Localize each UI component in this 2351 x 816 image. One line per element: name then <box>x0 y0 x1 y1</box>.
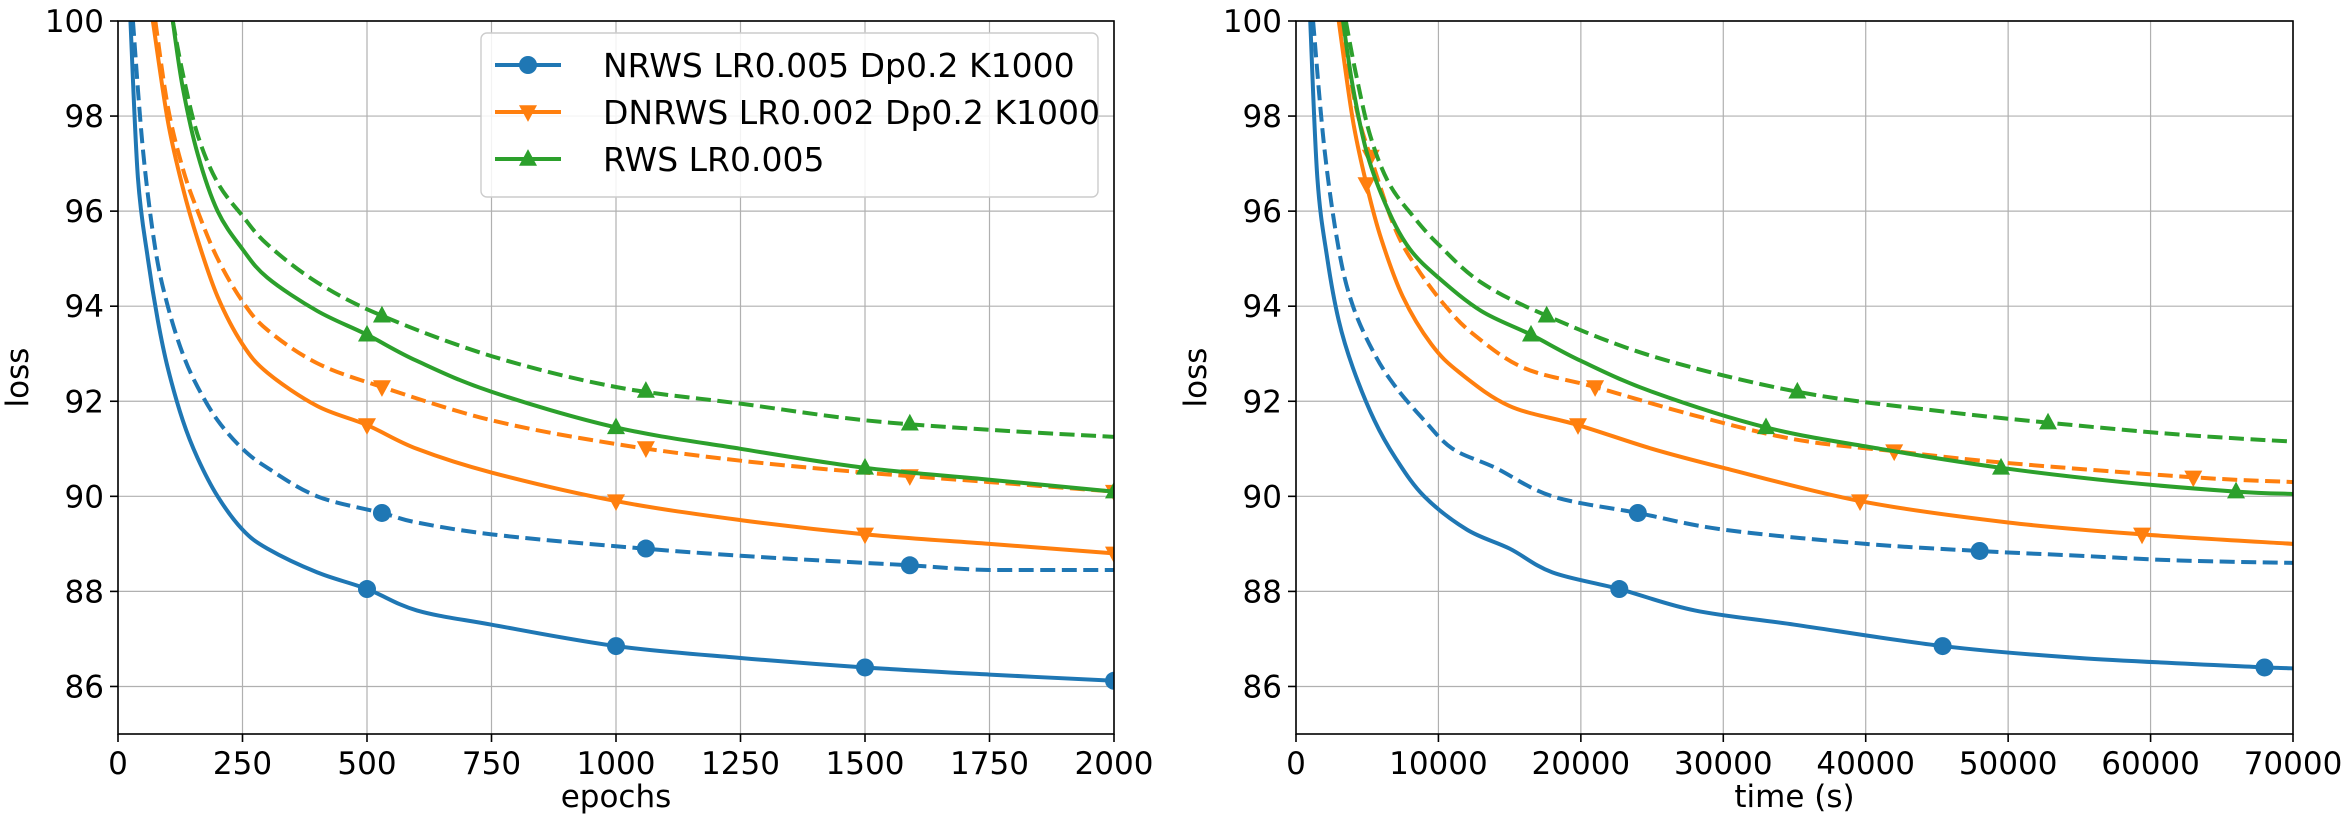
x-tick-label: 0 <box>108 746 128 782</box>
marker-rws-dashed <box>900 413 919 431</box>
marker-dnrws-solid <box>856 527 874 545</box>
y-tick-label: 86 <box>1243 669 1282 705</box>
marker-rws-solid <box>1105 481 1114 499</box>
y-tick-label: 96 <box>65 194 104 230</box>
marker-dnrws-solid <box>1569 418 1588 435</box>
marker-dnrws-dashed <box>636 441 655 458</box>
x-tick-label: 750 <box>462 746 521 782</box>
marker-nrws-dashed <box>1628 503 1647 522</box>
marker-rws-solid <box>358 324 376 342</box>
legend-marker-rws <box>519 149 537 166</box>
marker-rws-dashed <box>1788 381 1807 399</box>
series-line-nrws-dashed <box>1311 21 2293 565</box>
marker-nrws-solid <box>2255 658 2274 677</box>
marker-nrws-solid <box>1105 671 1114 690</box>
legend-marker-nrws <box>519 56 537 74</box>
x-tick-label: 40000 <box>1816 746 1915 782</box>
time-plot: 0 10000 20000 30000 40000 50000 60000 70000 86 88… <box>1178 4 2342 815</box>
marker-nrws-dashed <box>1970 541 1989 560</box>
y-tick-label: 94 <box>65 289 104 325</box>
marker-nrws-dashed <box>636 539 655 558</box>
x-tick-label: 10000 <box>1389 746 1488 782</box>
marker-nrws-solid <box>1610 580 1629 599</box>
y-tick-label: 98 <box>1243 99 1282 135</box>
marker-dnrws-solid <box>1851 494 1870 511</box>
marker-nrws-dashed <box>900 556 919 575</box>
y-axis-label: loss <box>0 348 36 408</box>
y-tick-label: 88 <box>1243 574 1282 610</box>
y-tick-label: 90 <box>65 479 104 515</box>
x-tick-label: 1500 <box>826 746 905 782</box>
legend: NRWS LR0.005 Dp0.2 K1000 DNRWS LR0.002 Dp… <box>480 32 1100 198</box>
plot-frame <box>1295 20 2294 735</box>
marker-rws-solid <box>1992 457 2011 475</box>
marker-dnrws-dashed <box>2184 470 2203 488</box>
marker-rws-solid <box>2227 481 2246 499</box>
x-tick-label: 0 <box>1286 746 1306 782</box>
marker-dnrws-dashed <box>1586 380 1605 397</box>
marker-dnrws-solid <box>1105 546 1114 564</box>
legend-box <box>480 32 1099 198</box>
y-tick-label: 96 <box>1243 194 1282 230</box>
marker-dnrws-solid <box>607 494 625 511</box>
marker-rws-solid <box>1522 324 1541 342</box>
x-axis-label: time (s) <box>1734 779 1854 815</box>
marker-rws-solid <box>607 417 625 435</box>
epochs-plot: 0 250 500 750 1000 1250 1500 1750 2000 86 88 90 92 94… <box>0 4 1153 815</box>
marker-nrws-solid <box>607 637 625 656</box>
x-tick-label: 1000 <box>577 746 656 782</box>
marker-rws-dashed <box>372 305 391 323</box>
x-tick-label: 1250 <box>701 746 780 782</box>
series-group <box>128 21 1114 690</box>
y-tick-label: 100 <box>45 4 104 40</box>
marker-nrws-dashed <box>372 503 391 522</box>
marker-rws-solid <box>856 457 874 475</box>
y-tick-label: 100 <box>1223 4 1282 40</box>
x-tick-label: 500 <box>337 746 396 782</box>
series-line-nrws-solid <box>1308 21 2293 671</box>
y-tick-label: 92 <box>1243 384 1282 420</box>
y-tick-label: 94 <box>1243 289 1282 325</box>
x-tick-label: 20000 <box>1532 746 1631 782</box>
marker-nrws-solid <box>856 658 874 677</box>
x-tick-label: 1750 <box>950 746 1029 782</box>
marker-dnrws-solid <box>358 418 376 435</box>
series-line-dnrws-solid <box>1336 21 2293 546</box>
series-line-rws-solid <box>1341 21 2293 496</box>
series-line-nrws-solid <box>128 21 1114 683</box>
x-axis-label: epochs <box>561 779 672 815</box>
legend-marker-dnrws <box>519 105 537 122</box>
x-tick-label: 60000 <box>2101 746 2200 782</box>
y-tick-label: 92 <box>65 384 104 420</box>
y-tick-label: 88 <box>65 574 104 610</box>
x-tick-label: 30000 <box>1674 746 1773 782</box>
marker-nrws-solid <box>1933 637 1952 656</box>
x-tick-label: 250 <box>213 746 272 782</box>
y-axis-label: loss <box>1178 348 1214 408</box>
marker-nrws-solid <box>358 580 376 599</box>
legend-label-nrws: NRWS LR0.005 Dp0.2 K1000 <box>603 46 1075 85</box>
marker-rws-solid <box>1757 417 1776 435</box>
marker-rws-dashed <box>2039 412 2058 430</box>
series-line-rws-dashed <box>170 21 1114 439</box>
y-tick-label: 86 <box>65 669 104 705</box>
marker-rws-dashed <box>1537 305 1556 323</box>
y-tick-label: 90 <box>1243 479 1282 515</box>
series-group <box>1308 21 2293 677</box>
legend-label-rws: RWS LR0.005 <box>603 140 824 179</box>
marker-dnrws-dashed <box>372 380 391 397</box>
marker-dnrws-solid <box>2133 527 2152 545</box>
x-tick-label: 70000 <box>2244 746 2343 782</box>
series-line-rws-dashed <box>1343 21 2293 444</box>
x-tick-label: 2000 <box>1075 746 1154 782</box>
marker-dnrws-solid <box>1357 177 1376 194</box>
x-tick-label: 50000 <box>1959 746 2058 782</box>
marker-rws-dashed <box>636 381 655 398</box>
legend-label-dnrws: DNRWS LR0.002 Dp0.2 K1000 <box>603 93 1100 132</box>
y-tick-label: 98 <box>65 99 104 135</box>
